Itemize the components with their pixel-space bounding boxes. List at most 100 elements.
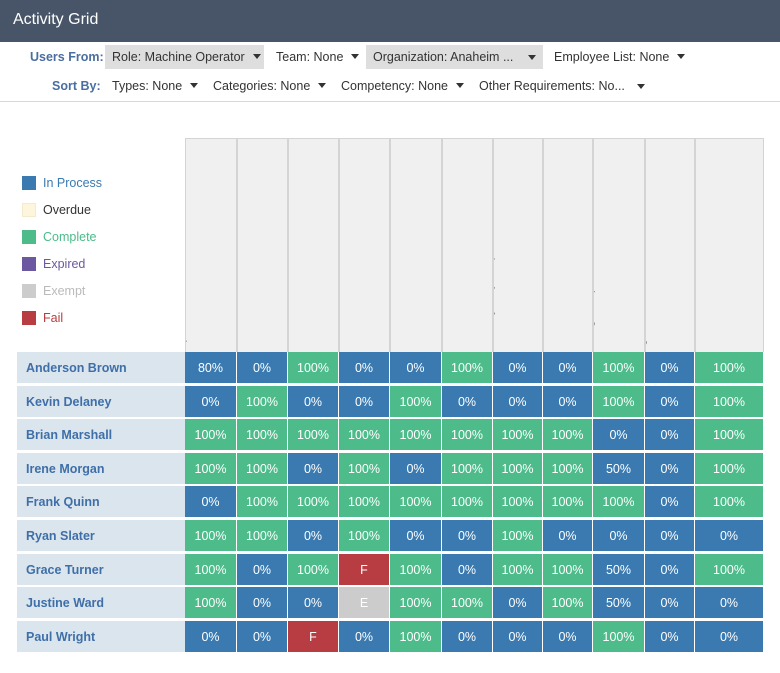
grid-cell[interactable]: 0% xyxy=(185,386,237,418)
grid-cell[interactable]: 0% xyxy=(645,621,695,653)
grid-cell[interactable]: 0% xyxy=(695,621,764,653)
column-header-forklift-safety-training-and-assessment[interactable]: Forklift Safety Training and Assessment xyxy=(339,138,390,352)
grid-cell[interactable]: 0% xyxy=(593,419,645,451)
grid-cell[interactable]: 0% xyxy=(645,419,695,451)
grid-cell[interactable]: 0% xyxy=(645,352,695,384)
grid-cell[interactable]: 0% xyxy=(390,520,442,552)
column-header-product-quality-requirements[interactable]: Product Quality Requirements xyxy=(493,138,543,352)
grid-cell[interactable]: 0% xyxy=(390,453,442,485)
column-header-security-awareness-interactive-training-[interactable]: Security Awareness - Interactive Trainin… xyxy=(645,138,695,352)
grid-cell[interactable]: 0% xyxy=(593,520,645,552)
grid-cell[interactable]: 100% xyxy=(390,587,442,619)
grid-cell[interactable]: 100% xyxy=(442,419,493,451)
grid-cell[interactable]: 0% xyxy=(493,386,543,418)
employee-name-anderson-brown[interactable]: Anderson Brown xyxy=(17,352,185,384)
grid-cell[interactable]: 100% xyxy=(695,453,764,485)
grid-cell[interactable]: 100% xyxy=(390,554,442,586)
grid-cell[interactable]: 100% xyxy=(288,486,339,518)
column-header-production-procedures[interactable]: Production Procedures xyxy=(543,138,593,352)
grid-cell[interactable]: 0% xyxy=(645,486,695,518)
team-dropdown[interactable]: Team: None xyxy=(269,45,361,69)
grid-cell[interactable]: 100% xyxy=(339,453,390,485)
grid-cell[interactable]: 100% xyxy=(442,587,493,619)
grid-cell[interactable]: 0% xyxy=(442,386,493,418)
column-header-guide-to-industrial-coatings-and-metal-f[interactable]: Guide to Industrial Coatings and Metal F… xyxy=(390,138,442,352)
grid-cell[interactable]: 100% xyxy=(442,352,493,384)
employee-name-kevin-delaney[interactable]: Kevin Delaney xyxy=(17,386,185,418)
grid-cell[interactable]: 100% xyxy=(543,419,593,451)
grid-cell[interactable]: 100% xyxy=(695,419,764,451)
grid-cell[interactable]: 0% xyxy=(543,352,593,384)
grid-cell[interactable]: 100% xyxy=(390,486,442,518)
grid-cell[interactable]: 100% xyxy=(442,486,493,518)
grid-cell[interactable]: 0% xyxy=(695,520,764,552)
grid-cell[interactable]: 100% xyxy=(390,419,442,451)
grid-cell[interactable]: 0% xyxy=(237,621,288,653)
column-header-job-safety-analysis-crane-operations[interactable]: Job Safety Analysis - Crane Operations xyxy=(442,138,493,352)
column-header-commercial-driver-s-license-class-a[interactable]: Commercial Driver's License - Class A xyxy=(288,138,339,352)
grid-cell[interactable]: 80% xyxy=(185,352,237,384)
grid-cell[interactable]: 0% xyxy=(645,386,695,418)
grid-cell[interactable]: F xyxy=(339,554,390,586)
grid-cell[interactable]: 0% xyxy=(185,621,237,653)
employee-name-ryan-slater[interactable]: Ryan Slater xyxy=(17,520,185,552)
organization-dropdown[interactable]: Organization: Anaheim ... xyxy=(366,45,543,69)
grid-cell[interactable]: 100% xyxy=(543,486,593,518)
column-header-reading-blueprints-and-schematics[interactable]: Reading Blueprints and Schematics xyxy=(593,138,645,352)
grid-cell[interactable]: F xyxy=(288,621,339,653)
grid-cell[interactable]: 0% xyxy=(339,352,390,384)
grid-cell[interactable]: 0% xyxy=(237,587,288,619)
grid-cell[interactable]: 0% xyxy=(493,587,543,619)
grid-cell[interactable]: 0% xyxy=(493,621,543,653)
grid-cell[interactable]: 0% xyxy=(645,453,695,485)
grid-cell[interactable]: 0% xyxy=(442,621,493,653)
grid-cell[interactable]: 50% xyxy=(593,554,645,586)
employee-name-paul-wright[interactable]: Paul Wright xyxy=(17,621,185,653)
grid-cell[interactable]: 0% xyxy=(288,386,339,418)
grid-cell[interactable]: 0% xyxy=(645,520,695,552)
grid-cell[interactable]: E xyxy=(339,587,390,619)
grid-cell[interactable]: 100% xyxy=(493,419,543,451)
grid-cell[interactable]: 100% xyxy=(237,453,288,485)
grid-cell[interactable]: 100% xyxy=(185,520,237,552)
grid-cell[interactable]: 100% xyxy=(593,486,645,518)
grid-cell[interactable]: 0% xyxy=(288,453,339,485)
grid-cell[interactable]: 100% xyxy=(185,419,237,451)
grid-cell[interactable]: 100% xyxy=(695,352,764,384)
role-dropdown[interactable]: Role: Machine Operator xyxy=(105,45,264,69)
employee-name-justine-ward[interactable]: Justine Ward xyxy=(17,587,185,619)
grid-cell[interactable]: 100% xyxy=(237,419,288,451)
grid-cell[interactable]: 100% xyxy=(288,554,339,586)
grid-cell[interactable]: 100% xyxy=(593,621,645,653)
grid-cell[interactable]: 0% xyxy=(442,520,493,552)
employee-name-grace-turner[interactable]: Grace Turner xyxy=(17,554,185,586)
grid-cell[interactable]: 0% xyxy=(543,386,593,418)
grid-cell[interactable]: 0% xyxy=(237,554,288,586)
grid-cell[interactable]: 100% xyxy=(237,520,288,552)
employee-list-dropdown[interactable]: Employee List: None xyxy=(547,45,695,69)
grid-cell[interactable]: 100% xyxy=(695,486,764,518)
grid-cell[interactable]: 0% xyxy=(645,554,695,586)
grid-cell[interactable]: 0% xyxy=(339,621,390,653)
grid-cell[interactable]: 0% xyxy=(237,352,288,384)
grid-cell[interactable]: 100% xyxy=(543,554,593,586)
grid-cell[interactable]: 0% xyxy=(288,587,339,619)
other-requirements-dropdown[interactable]: Other Requirements: No... xyxy=(472,74,652,98)
employee-name-irene-morgan[interactable]: Irene Morgan xyxy=(17,453,185,485)
grid-cell[interactable]: 50% xyxy=(593,453,645,485)
grid-cell[interactable]: 100% xyxy=(442,453,493,485)
grid-cell[interactable]: 100% xyxy=(543,587,593,619)
grid-cell[interactable]: 0% xyxy=(442,554,493,586)
grid-cell[interactable]: 100% xyxy=(185,453,237,485)
grid-cell[interactable]: 100% xyxy=(390,621,442,653)
grid-cell[interactable]: 100% xyxy=(288,352,339,384)
grid-cell[interactable]: 100% xyxy=(493,453,543,485)
types-dropdown[interactable]: Types: None xyxy=(105,74,205,98)
grid-cell[interactable]: 100% xyxy=(339,486,390,518)
categories-dropdown[interactable]: Categories: None xyxy=(206,74,334,98)
competency-dropdown[interactable]: Competency: None xyxy=(334,74,472,98)
grid-cell[interactable]: 100% xyxy=(493,554,543,586)
grid-cell[interactable]: 100% xyxy=(493,520,543,552)
grid-cell[interactable]: 100% xyxy=(237,386,288,418)
column-header-watch-digital-supply-chain-evolution-mic[interactable]: Watch: Digital Supply Chain Evolution MI… xyxy=(695,138,764,352)
